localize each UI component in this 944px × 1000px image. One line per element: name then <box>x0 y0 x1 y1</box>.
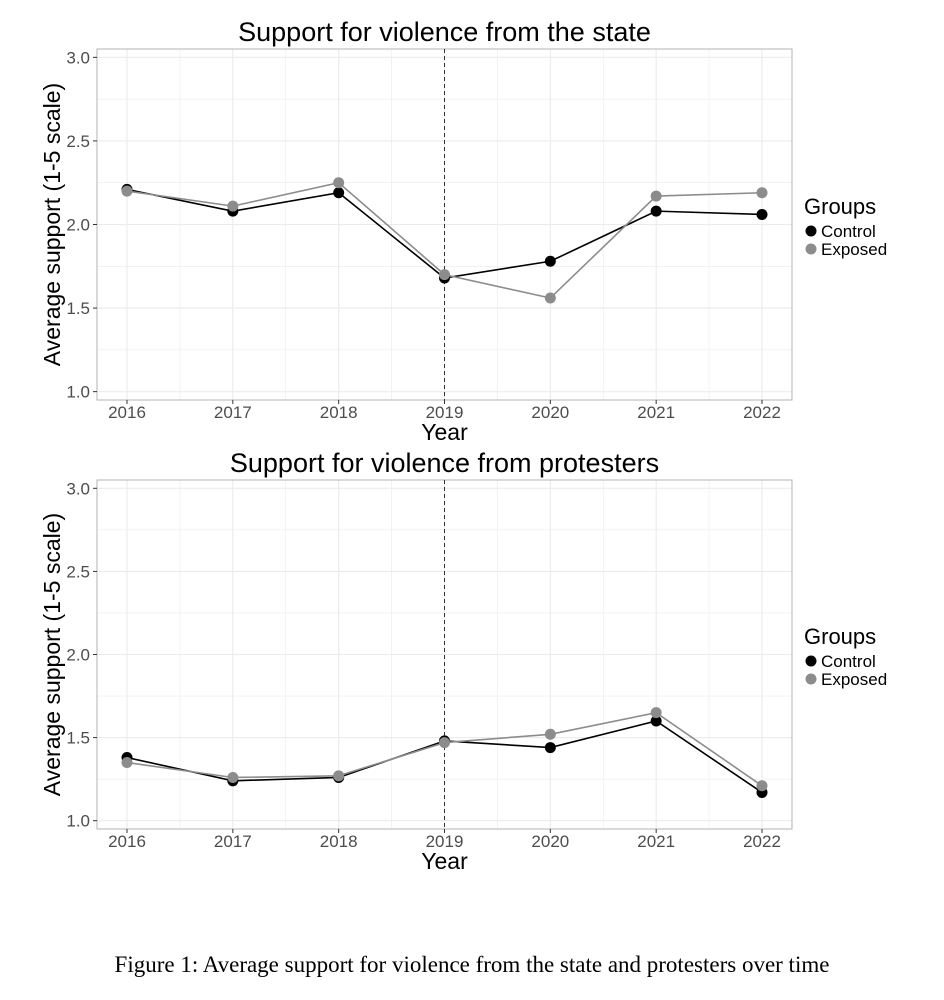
panel2-y-axis-label: Average support (1-5 scale) <box>39 513 65 796</box>
panel1-y-tick-label: 3.0 <box>66 48 90 67</box>
panel2-point-exposed <box>756 780 768 792</box>
panel1-point-control <box>650 205 662 217</box>
panel1-x-tick-label: 2022 <box>743 403 781 422</box>
panel1-point-exposed <box>650 190 662 202</box>
panel2-legend-marker-exposed <box>805 673 817 685</box>
panel1-y-tick-label: 1.0 <box>66 383 90 402</box>
panel1-point-control <box>544 255 556 267</box>
panel1-y-tick-label: 2.5 <box>66 132 90 151</box>
panel1-x-tick-label: 2021 <box>637 403 675 422</box>
panel1-y-tick-label: 1.5 <box>66 299 90 318</box>
panel1-point-control <box>333 187 345 199</box>
panel2-point-exposed <box>227 771 239 783</box>
panel2-x-tick-label: 2022 <box>743 832 781 851</box>
panel2-legend-marker-control <box>805 655 817 667</box>
panel2-y-tick-label: 2.0 <box>66 646 90 665</box>
panel1-point-exposed <box>333 177 345 189</box>
panel2-y-tick-label: 1.5 <box>66 729 90 748</box>
panel1-x-tick-label: 2020 <box>531 403 569 422</box>
panel2-x-tick-label: 2017 <box>214 832 252 851</box>
panel2-point-exposed <box>121 757 133 769</box>
panel2-legend-label-exposed: Exposed <box>821 670 887 689</box>
panel2-point-control <box>544 742 556 754</box>
panel1-legend-marker-control <box>805 225 817 237</box>
panel1-point-exposed <box>544 292 556 304</box>
panel1-legend-marker-exposed <box>805 243 817 255</box>
panel2-y-tick-label: 2.5 <box>66 562 90 581</box>
panel2-x-tick-label: 2016 <box>108 832 146 851</box>
panel1-point-control <box>756 208 768 220</box>
panel1-legend-label-control: Control <box>821 222 876 241</box>
panel2-legend-title: Groups <box>804 624 876 649</box>
panel1-legend-label-exposed: Exposed <box>821 240 887 259</box>
panel1-x-axis-label: Year <box>421 419 468 445</box>
panel2-point-control <box>650 715 662 727</box>
panel2-x-tick-label: 2020 <box>531 832 569 851</box>
panel2-x-axis-label: Year <box>421 848 468 874</box>
panel1-legend-title: Groups <box>804 194 876 219</box>
panel2-x-tick-label: 2021 <box>637 832 675 851</box>
panel1-point-exposed <box>439 269 450 281</box>
panel1-point-exposed <box>756 187 768 199</box>
panel2-point-exposed <box>650 707 662 719</box>
panel2-point-exposed <box>544 728 556 740</box>
panel2-point-exposed <box>333 770 345 782</box>
figure-caption: Figure 1: Average support for violence f… <box>114 952 830 977</box>
panel1-x-tick-label: 2017 <box>214 403 252 422</box>
chart-figure: 1.0 1.5 2.0 2.5 3.0 2016 2017 2018 2019 2020 2021 2… <box>39 17 887 874</box>
panel2-title: Support for violence from protesters <box>230 448 659 478</box>
panel2-legend-label-control: Control <box>821 652 876 671</box>
panel2-x-tick-label: 2019 <box>426 832 464 851</box>
panel2-y-tick-label: 1.0 <box>66 812 90 831</box>
panel1-point-exposed <box>121 185 133 197</box>
panel1-y-axis-label: Average support (1-5 scale) <box>39 83 65 366</box>
panel1-x-tick-label: 2019 <box>426 403 464 422</box>
panel1-title: Support for violence from the state <box>238 17 651 47</box>
panel2-point-exposed <box>439 737 450 749</box>
panel2-x-tick-label: 2018 <box>320 832 358 851</box>
panel2-y-tick-label: 3.0 <box>66 479 90 498</box>
panel1-x-tick-label: 2018 <box>320 403 358 422</box>
panel1-x-tick-label: 2016 <box>108 403 146 422</box>
panel1-point-exposed <box>227 200 239 212</box>
panel1-y-tick-label: 2.0 <box>66 216 90 235</box>
